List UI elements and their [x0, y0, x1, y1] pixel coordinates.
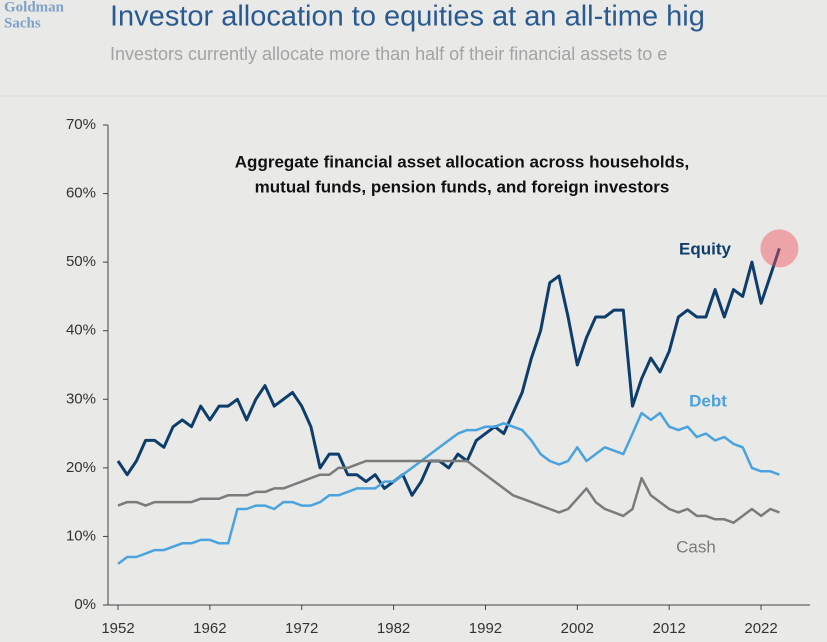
x-tick-label: 1992: [469, 620, 502, 637]
series-label: Equity: [679, 239, 731, 258]
x-tick-label: 1982: [377, 620, 410, 637]
series-line: [117, 411, 780, 565]
y-tick-label: 10%: [66, 527, 96, 544]
x-tick-label: 1952: [101, 620, 134, 637]
y-tick-label: 20%: [66, 459, 96, 476]
y-tick-label: 70%: [66, 116, 96, 133]
x-tick-label: 2012: [653, 620, 686, 637]
series-line: [116, 247, 781, 497]
y-tick-label: 30%: [66, 390, 96, 407]
chart-title: Investor allocation to equities at an al…: [110, 1, 705, 33]
y-tick-label: 50%: [66, 253, 96, 270]
chart-subtitle: Investors currently allocate more than h…: [110, 44, 667, 64]
x-tick-label: 2022: [744, 620, 777, 637]
annotation: mutual funds, pension funds, and foreign…: [255, 177, 670, 196]
series-label: Debt: [689, 391, 727, 410]
x-tick-label: 2002: [561, 620, 594, 637]
x-tick-label: 1962: [193, 620, 226, 637]
series-label: Cash: [676, 537, 716, 556]
x-tick-label: 1972: [285, 620, 318, 637]
y-tick-label: 0%: [74, 596, 96, 613]
logo: Sachs: [4, 15, 41, 31]
series-line: [117, 459, 780, 524]
annotation: Aggregate financial asset allocation acr…: [235, 152, 689, 171]
highlight-circle: [760, 229, 799, 268]
logo: Goldman: [4, 0, 65, 15]
y-tick-label: 60%: [66, 185, 96, 202]
y-tick-label: 40%: [66, 322, 96, 339]
